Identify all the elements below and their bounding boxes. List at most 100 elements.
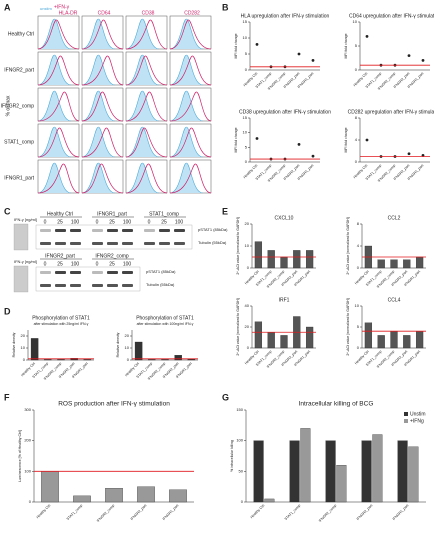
axis-label: MFI fold change — [344, 127, 348, 152]
y-tick-label: 0 — [355, 159, 358, 164]
histogram-stim — [37, 163, 80, 194]
histogram-unstim — [81, 90, 115, 122]
axis-label: MFI fold change — [234, 127, 238, 152]
y-tick-label: 10 — [245, 243, 250, 248]
bar — [289, 440, 300, 503]
chart-title: CD64 upregulation after IFN-γ stimulatio… — [349, 13, 434, 19]
x-tick-label: Healthy Ctrl — [36, 503, 52, 519]
bar — [361, 440, 372, 503]
bar — [293, 250, 301, 269]
x-tick-label: STAT1_comp — [66, 504, 84, 522]
bar — [264, 498, 275, 503]
y-tick-label: 100 — [236, 438, 243, 443]
panel-label: E — [222, 206, 228, 216]
bar — [415, 331, 424, 349]
histogram-unstim — [37, 54, 71, 86]
dose: 0 — [44, 219, 47, 225]
bar — [57, 359, 65, 361]
x-tick-label: IFNGR2_comp — [96, 503, 115, 522]
y-tick-label: 5 — [355, 43, 358, 48]
histogram-unstim — [37, 90, 71, 122]
y-tick-label: 0 — [245, 67, 248, 72]
band-pstat1 — [107, 271, 118, 274]
histogram-stim — [81, 91, 124, 122]
histogram-unstim — [81, 54, 115, 86]
y-tick-label: 5 — [245, 51, 248, 56]
bar — [267, 332, 275, 349]
y-tick-label: 200 — [24, 438, 31, 443]
histogram-stim — [81, 19, 124, 50]
y-tick-label: 0 — [241, 499, 244, 504]
band-tubulin — [40, 242, 51, 245]
band-tubulin — [174, 242, 185, 245]
panel-label: G — [222, 392, 229, 402]
legend-label: Unstim — [410, 411, 426, 417]
bar — [174, 355, 182, 361]
band-label: Tubulin (55kDa) — [146, 282, 175, 287]
band-tubulin — [55, 284, 66, 287]
band-pstat1 — [40, 271, 51, 274]
y-tick-label: 20 — [21, 333, 26, 338]
histogram-unstim — [125, 162, 159, 194]
histogram-stim — [125, 91, 168, 122]
bar — [134, 341, 143, 361]
bar — [30, 338, 39, 361]
dot — [311, 59, 315, 62]
histogram-unstim — [81, 18, 115, 50]
band-tubulin — [122, 242, 133, 245]
x-tick-label: IFNGR2_comp — [318, 503, 337, 522]
dose: 0 — [96, 219, 99, 225]
band-pstat1 — [70, 229, 81, 232]
bar — [305, 250, 314, 269]
dot — [255, 43, 259, 46]
ladder — [13, 223, 29, 251]
panel-label: A — [4, 2, 11, 12]
band-tubulin — [159, 242, 170, 245]
dose: 25 — [57, 219, 63, 225]
band-pstat1 — [159, 229, 170, 232]
bar — [148, 359, 156, 361]
histogram-unstim — [37, 126, 71, 158]
histogram-stim — [37, 127, 80, 158]
band-pstat1 — [55, 271, 66, 274]
bar — [73, 495, 91, 503]
histogram-stim — [81, 163, 124, 194]
y-tick-label: 10 — [353, 19, 358, 24]
histogram-stim — [125, 163, 168, 194]
band-tubulin — [40, 284, 51, 287]
bar — [44, 359, 52, 361]
histogram-stim — [169, 91, 212, 122]
group-label: IFNGR1_part — [97, 211, 127, 217]
chart-title: Intracellular killing of BCG — [299, 401, 374, 408]
band-tubulin — [55, 242, 66, 245]
bar — [137, 486, 155, 503]
bar — [377, 259, 385, 269]
band-pstat1 — [107, 229, 118, 232]
histogram-unstim — [81, 162, 115, 194]
axis-label: 2^-ΔCt value [normalized to GAPDH] — [236, 217, 240, 274]
dot — [407, 152, 411, 156]
bar — [372, 434, 383, 503]
histogram-stim — [169, 127, 212, 158]
x-tick-label: IFNGR2_part — [130, 504, 148, 522]
dose: 100 — [175, 219, 184, 225]
dose: 100 — [123, 261, 132, 267]
chart-title: IRF1 — [279, 297, 290, 303]
band-pstat1 — [144, 229, 155, 232]
x-tick-label: IFNGR1_part — [392, 504, 410, 522]
bar — [253, 440, 264, 503]
y-tick-label: 0 — [245, 159, 248, 164]
panel-label: F — [4, 392, 10, 402]
y-tick-label: 5 — [357, 324, 360, 329]
bar — [83, 359, 92, 361]
ladder — [13, 265, 29, 293]
y-tick-label: 0 — [247, 265, 250, 270]
y-tick-label: 0 — [23, 357, 26, 362]
column-header: CD38 — [142, 10, 155, 16]
chart-title: CCL2 — [388, 215, 401, 221]
dot — [421, 59, 425, 62]
bar — [415, 256, 424, 269]
group-label: STAT1_comp — [149, 211, 179, 217]
bar — [336, 465, 347, 503]
chart-title: Phosphorylation of STAT1 — [32, 315, 90, 321]
